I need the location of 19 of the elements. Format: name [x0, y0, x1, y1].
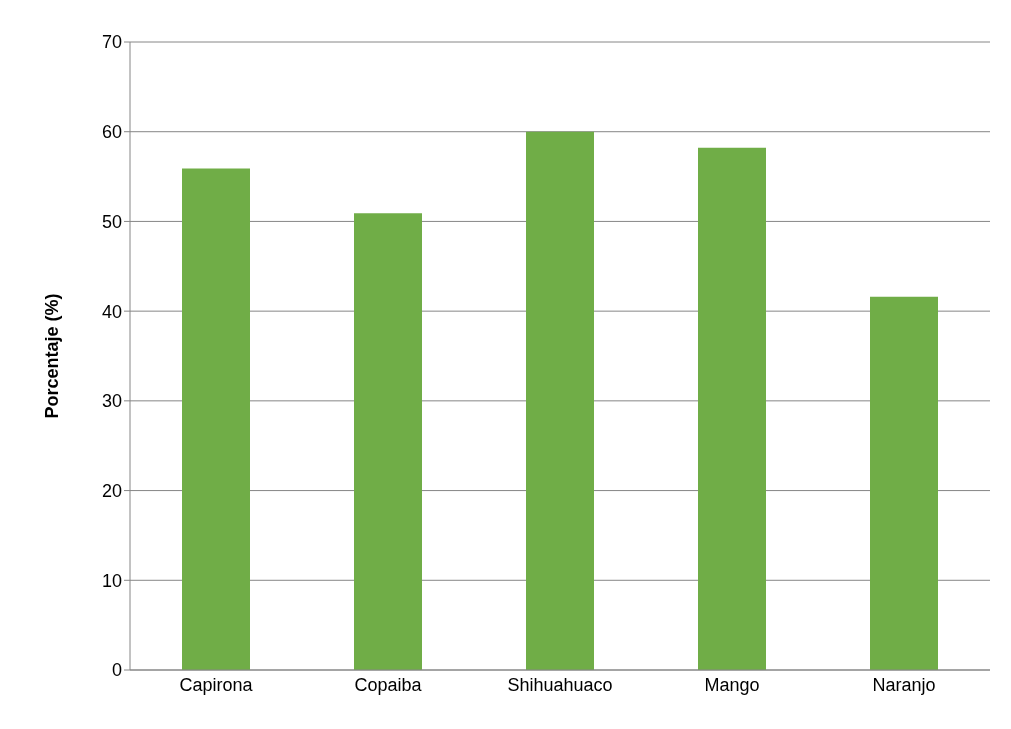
x-tick-label: Mango: [704, 674, 760, 695]
x-tick-label: Naranjo: [872, 674, 936, 695]
y-tick-label: 20: [101, 480, 122, 501]
y-tick-label: 50: [101, 211, 122, 232]
y-tick-label: 30: [101, 391, 122, 412]
bar: [182, 168, 250, 670]
y-tick-label: 0: [111, 660, 122, 681]
bar: [526, 131, 594, 670]
bar: [698, 147, 766, 670]
y-tick-label: 40: [101, 301, 122, 322]
y-tick-label: 10: [101, 570, 122, 591]
x-tick-label: Shihuahuaco: [507, 674, 613, 695]
bar: [354, 213, 422, 670]
bar: [870, 296, 938, 670]
y-tick-label: 60: [101, 122, 122, 143]
x-tick-label: Copaiba: [354, 674, 423, 695]
y-axis-title: Porcentaje (%): [42, 293, 63, 419]
x-tick-label: Capirona: [179, 674, 254, 695]
y-tick-label: 70: [101, 32, 122, 53]
